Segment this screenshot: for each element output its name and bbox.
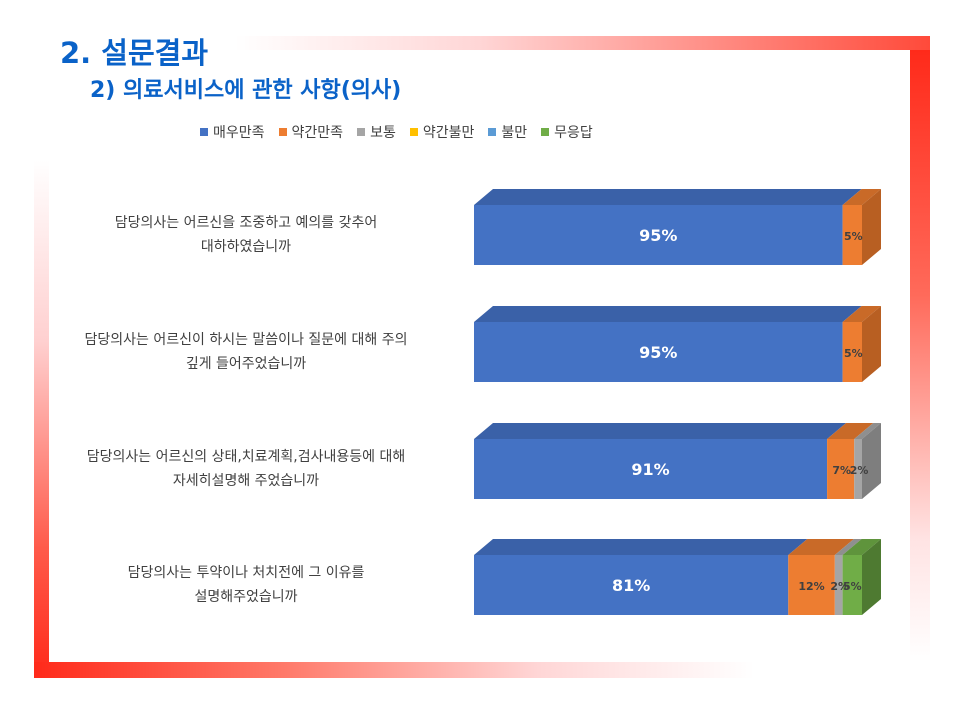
- bar-segment: [474, 322, 843, 382]
- legend-item: 무응답: [541, 122, 593, 142]
- legend-label: 약간만족: [291, 125, 344, 141]
- data-label: 5%: [844, 347, 863, 360]
- legend-label: 매우만족: [213, 125, 265, 141]
- category-label-line: 담당의사는 어르신이 하시는 말씀이나 질문에 대해 주의: [84, 332, 408, 348]
- bar-top-face: [474, 306, 862, 322]
- bar-segment: [842, 205, 862, 265]
- data-label: 2%: [850, 464, 869, 477]
- category-label-line: 설명해주었습니까: [194, 589, 298, 605]
- bar-segment: [827, 439, 855, 499]
- data-label: 5%: [844, 230, 863, 243]
- frame-bottom-bar: [34, 662, 754, 678]
- bar-segment: [842, 555, 862, 615]
- category-label-line: 깊게 들어주었습니까: [185, 356, 307, 372]
- slide-subtitle: 2) 의료서비스에 관한 사항(의사): [90, 78, 402, 103]
- data-label: 91%: [631, 460, 669, 479]
- legend-swatch: [357, 128, 366, 136]
- bar-side-face: [862, 306, 881, 382]
- bar-top-face: [788, 539, 854, 555]
- legend-swatch: [541, 128, 550, 136]
- data-label: 2%: [830, 580, 849, 593]
- bar-top-face: [474, 539, 808, 555]
- bar-top-face: [827, 423, 874, 439]
- bar-segment: [854, 439, 862, 499]
- legend-item: 약간불만: [409, 122, 475, 142]
- legend-swatch: [488, 128, 497, 136]
- bar-top-face: [474, 423, 847, 439]
- category-label-line: 담당의사는 어르신을 조중하고 예의를 갖추어: [114, 215, 378, 231]
- bar-side-face: [862, 189, 881, 265]
- frame-top-bar: [235, 36, 930, 50]
- data-label: 95%: [639, 343, 677, 362]
- legend-label: 보통: [370, 125, 396, 141]
- bar-side-face: [862, 539, 881, 615]
- bar-top-face: [474, 189, 862, 205]
- category-label-line: 담당의사는 어르신의 상태,치료계획,검사내용등에 대해: [86, 449, 406, 465]
- bar-top-face: [854, 423, 881, 439]
- legend-swatch: [200, 128, 208, 136]
- bar-segment: [474, 205, 843, 265]
- bar-top-face: [842, 306, 881, 322]
- bar-segment: [788, 555, 835, 615]
- frame-right-bar: [910, 50, 930, 662]
- data-label: 95%: [639, 226, 677, 245]
- chart-legend: 매우만족 약간만족 보통 약간불만 불만 무응답: [200, 122, 760, 142]
- bar-top-face: [842, 189, 881, 205]
- legend-label: 약간불만: [422, 125, 475, 141]
- category-label-line: 대하하였습니까: [200, 239, 292, 255]
- legend-item: 매우만족: [200, 122, 265, 142]
- bar-side-face: [862, 423, 881, 499]
- data-label: 81%: [612, 576, 650, 595]
- data-label: 7%: [832, 464, 851, 477]
- data-label: 5%: [843, 580, 862, 593]
- legend-swatch: [278, 128, 287, 136]
- category-label-line: 담당의사는 투약이나 처치전에 그 이유를: [127, 565, 365, 581]
- category-label-line: 자세히설명해 주었습니까: [172, 473, 320, 489]
- bar-top-face: [842, 539, 881, 555]
- bar-top-face: [834, 539, 862, 555]
- bar-segment: [834, 555, 843, 615]
- bar-segment: [474, 439, 828, 499]
- frame-left-bar: [34, 160, 49, 678]
- slide-title: 2. 설문결과: [60, 36, 209, 70]
- bar-segment: [474, 555, 789, 615]
- legend-label: 무응답: [554, 125, 593, 141]
- bar-segment: [842, 322, 862, 382]
- legend-label: 불만: [501, 125, 528, 141]
- legend-item: 불만: [488, 122, 527, 142]
- data-label: 12%: [798, 580, 824, 593]
- legend-swatch: [409, 128, 418, 136]
- legend-item: 약간만족: [278, 122, 344, 142]
- legend-item: 보통: [357, 122, 396, 142]
